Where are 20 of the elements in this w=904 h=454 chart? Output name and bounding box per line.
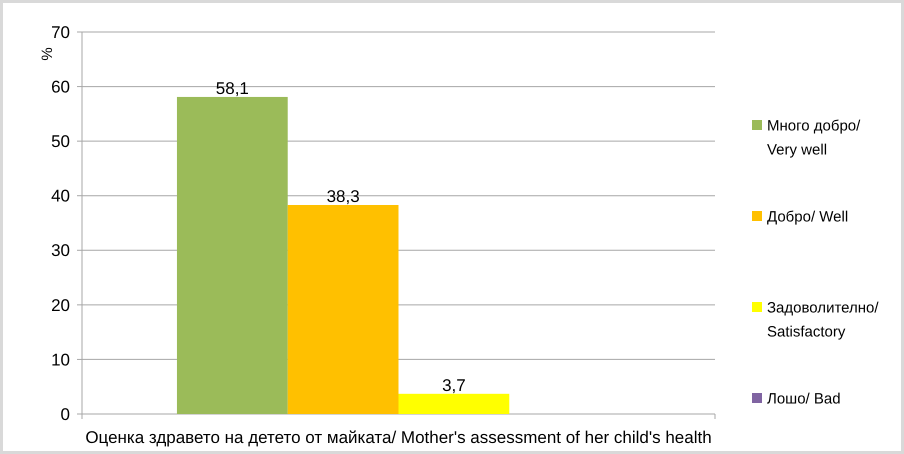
data-label: 58,1 — [216, 78, 249, 98]
y-tick-label: 0 — [60, 404, 70, 424]
y-axis-title: % — [39, 47, 56, 61]
y-tick-label: 10 — [51, 350, 70, 370]
legend-label: Добро/ Well — [767, 208, 848, 226]
bar — [176, 96, 288, 414]
y-tick-label: 30 — [51, 241, 70, 260]
y-tick-label: 20 — [51, 296, 70, 315]
y-tick-label: 60 — [51, 78, 70, 97]
data-label: 3,7 — [442, 376, 466, 395]
y-tick-label: 70 — [51, 22, 70, 42]
y-tick-label: 40 — [51, 186, 70, 206]
bar — [398, 394, 510, 414]
bar — [288, 204, 398, 414]
x-tick-label: Оценка здравето на детето от майката/ Mother's assessment of her child's health — [85, 428, 712, 447]
data-label: 38,3 — [326, 186, 360, 206]
legend-label: Лошо/ Bad — [767, 390, 841, 408]
y-tick-label: 50 — [51, 132, 70, 152]
legend-label: Много добро/ Very well — [767, 117, 862, 158]
legend-label: Задоволително/ Satisfactory — [767, 299, 880, 340]
